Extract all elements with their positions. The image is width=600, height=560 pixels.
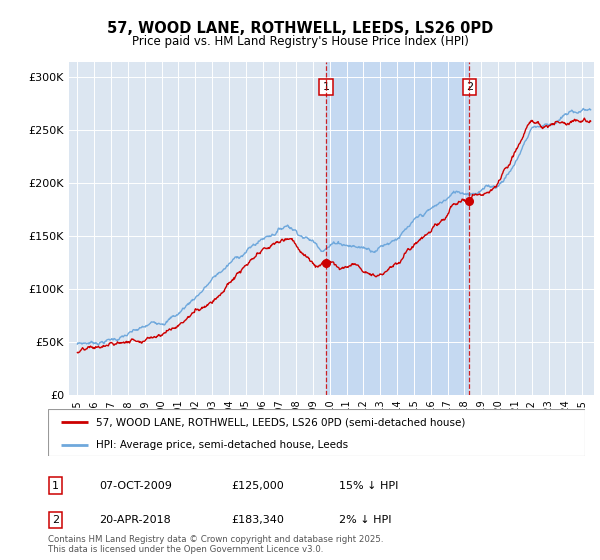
Text: 07-OCT-2009: 07-OCT-2009 — [99, 480, 172, 491]
Text: 1: 1 — [52, 480, 59, 491]
Text: £125,000: £125,000 — [231, 480, 284, 491]
Text: 2: 2 — [466, 82, 473, 92]
Bar — [326, 62, 469, 395]
Text: 1: 1 — [322, 82, 329, 92]
Text: Price paid vs. HM Land Registry's House Price Index (HPI): Price paid vs. HM Land Registry's House … — [131, 35, 469, 48]
Text: 57, WOOD LANE, ROTHWELL, LEEDS, LS26 0PD (semi-detached house): 57, WOOD LANE, ROTHWELL, LEEDS, LS26 0PD… — [97, 417, 466, 427]
Text: 20-APR-2018: 20-APR-2018 — [99, 515, 171, 525]
Text: 15% ↓ HPI: 15% ↓ HPI — [339, 480, 398, 491]
Text: Contains HM Land Registry data © Crown copyright and database right 2025.
This d: Contains HM Land Registry data © Crown c… — [48, 535, 383, 554]
Text: £183,340: £183,340 — [231, 515, 284, 525]
Text: HPI: Average price, semi-detached house, Leeds: HPI: Average price, semi-detached house,… — [97, 440, 349, 450]
Text: 2% ↓ HPI: 2% ↓ HPI — [339, 515, 391, 525]
Text: 2: 2 — [52, 515, 59, 525]
Text: 57, WOOD LANE, ROTHWELL, LEEDS, LS26 0PD: 57, WOOD LANE, ROTHWELL, LEEDS, LS26 0PD — [107, 21, 493, 36]
